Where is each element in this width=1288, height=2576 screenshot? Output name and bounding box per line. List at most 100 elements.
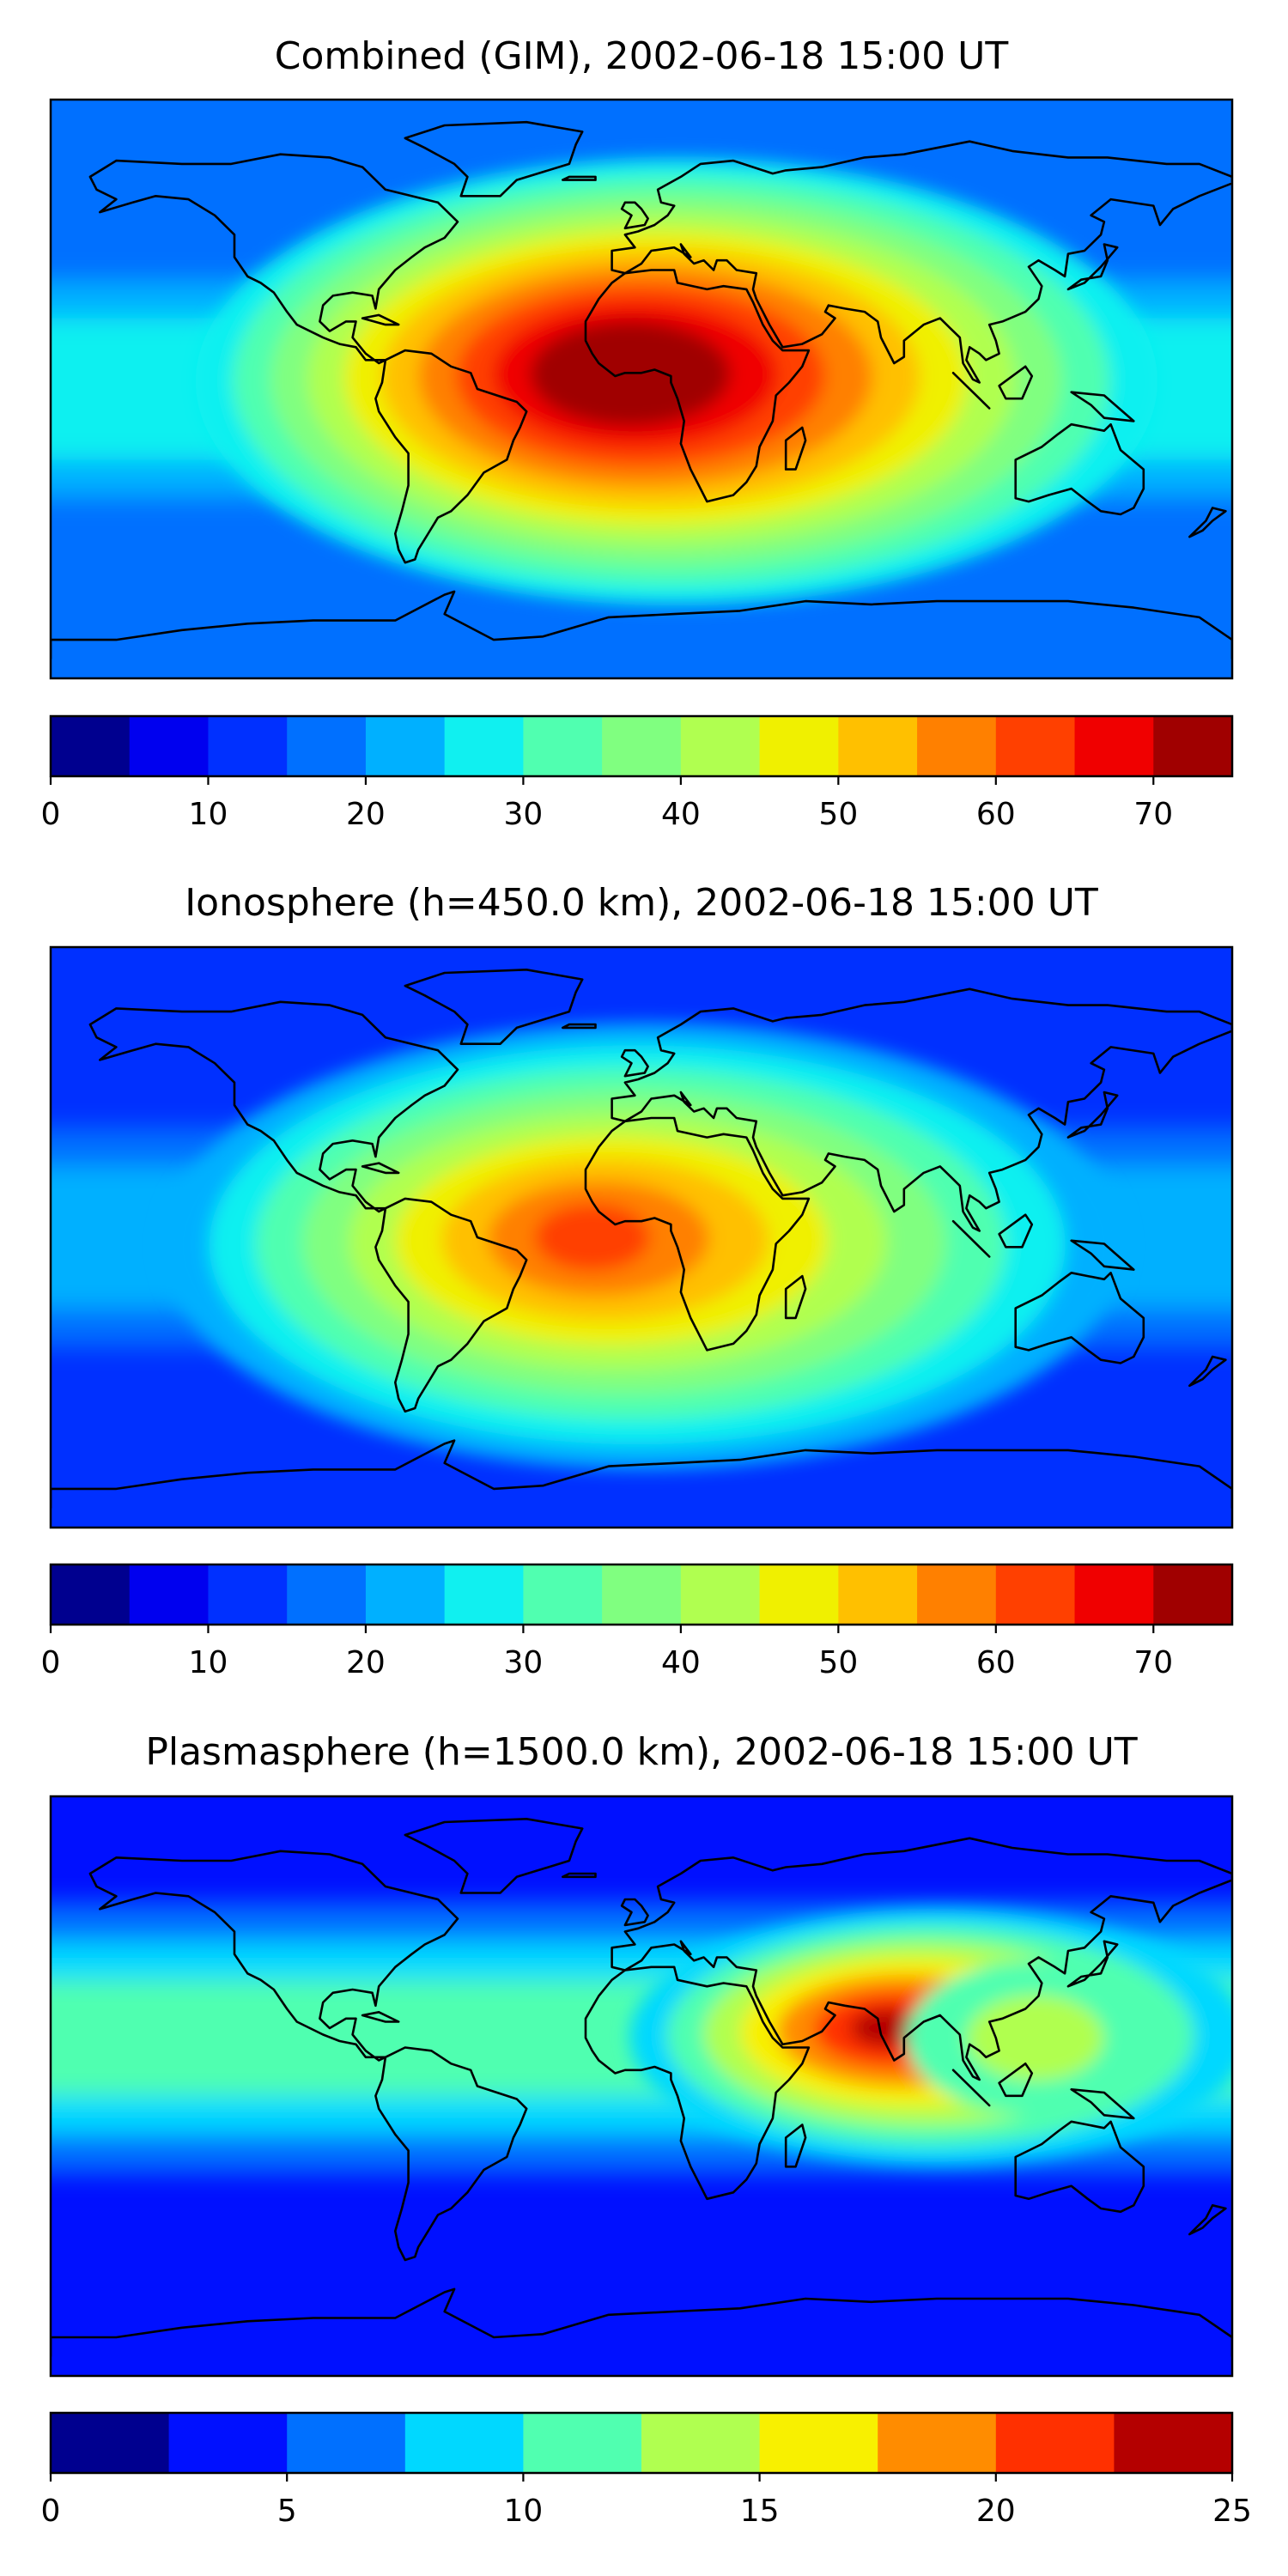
- colorbar-segment: [759, 1564, 839, 1625]
- colorbar-segment: [995, 1564, 1076, 1625]
- colorbar-segment: [680, 716, 761, 776]
- map-frame: [49, 1795, 1234, 2378]
- colorbar-segment: [759, 716, 839, 776]
- colorbar-tick-label: 60: [976, 797, 1016, 832]
- coastline-eurasia: [611, 987, 1232, 1232]
- coastline-nz: [1188, 2204, 1227, 2236]
- coastline-uk: [620, 1898, 649, 1927]
- coastline-namerica: [88, 153, 459, 365]
- colorbar: 0 10 20 30 40 50 60 70: [41, 1563, 1234, 1680]
- colorbar-tick-label: 0: [41, 797, 61, 832]
- contour-level: [534, 1204, 650, 1271]
- coastline-borneo: [998, 365, 1034, 400]
- coastline-antarctica: [51, 590, 1232, 659]
- coastline-madagascar: [784, 1274, 807, 1320]
- colorbar-frame: [49, 2411, 1234, 2475]
- coastlines: [51, 969, 1232, 1509]
- colorbar-segment: [602, 1564, 682, 1625]
- colorbar-segment: [641, 2413, 761, 2473]
- anomaly-contours: [629, 1908, 1232, 2166]
- colorbar-segment: [523, 716, 603, 776]
- coastline-nz: [1188, 507, 1227, 538]
- colorbar-tick-label: 0: [41, 2494, 61, 2529]
- colorbar-segment: [404, 2413, 524, 2473]
- colorbar-segment: [680, 1564, 761, 1625]
- colorbar-tick-label: 0: [41, 1645, 61, 1680]
- contour-level: [966, 1995, 1104, 2081]
- coastline-africa: [584, 1965, 811, 2201]
- map-frame: [49, 98, 1234, 680]
- anomaly-contours: [195, 158, 1157, 605]
- coastline-iceland: [561, 175, 597, 181]
- coastline-cuba: [361, 313, 400, 326]
- colorbar-segment: [759, 2413, 878, 2473]
- coastline-madagascar: [784, 2123, 807, 2168]
- coastline-sumatra: [951, 1219, 991, 1258]
- colorbar-tick-label: 60: [976, 1645, 1016, 1680]
- coastline-greenland: [404, 969, 584, 1045]
- colorbar-segment: [444, 1564, 524, 1625]
- coastline-madagascar: [784, 426, 807, 471]
- colorbar-segment: [287, 1564, 367, 1625]
- coastline-sumatra: [951, 2069, 991, 2107]
- coastline-sumatra: [951, 371, 991, 410]
- colorbar-tick-label: 50: [818, 1645, 858, 1680]
- colorbar-segment: [287, 2413, 406, 2473]
- colorbar-segment: [365, 1564, 446, 1625]
- colorbar-tick-label: 5: [277, 2494, 297, 2529]
- colorbar-segment: [287, 716, 367, 776]
- colorbar-segment: [1074, 716, 1154, 776]
- coastline-antarctica: [51, 2287, 1232, 2357]
- colorbar-segment: [208, 716, 288, 776]
- colorbar-segment: [129, 1564, 209, 1625]
- coastlines: [51, 120, 1232, 659]
- colorbar-frame: [49, 1563, 1234, 1626]
- coastline-uk: [620, 201, 649, 230]
- panel-title: Ionosphere (h=450.0 km), 2002-06-18 15:0…: [185, 881, 1098, 925]
- coastline-nz: [1188, 1355, 1227, 1388]
- colorbar-tick-label: 10: [189, 797, 228, 832]
- colorbar-tick-label: 40: [661, 797, 701, 832]
- colorbar-tick-label: 25: [1212, 2494, 1252, 2529]
- colorbar-segment: [602, 716, 682, 776]
- colorbar-tick-label: 30: [503, 797, 543, 832]
- colorbar-segment: [523, 1564, 603, 1625]
- coastline-borneo: [998, 2063, 1034, 2098]
- colorbar-segment: [917, 1564, 997, 1625]
- colorbar-segment: [917, 716, 997, 776]
- colorbar-segment: [1074, 1564, 1154, 1625]
- coastline-newguinea: [1070, 2088, 1135, 2120]
- colorbar-tick-label: 20: [346, 797, 386, 832]
- colorbar-segment: [444, 716, 524, 776]
- panel-title: Plasmasphere (h=1500.0 km), 2002-06-18 1…: [145, 1730, 1137, 1774]
- map-field: [51, 1796, 1232, 2376]
- coastline-namerica: [88, 1000, 459, 1213]
- colorbar-segment: [1153, 1564, 1233, 1625]
- colorbar-segment: [51, 716, 131, 776]
- coastline-namerica: [88, 1850, 459, 2062]
- anomaly-contours: [162, 1023, 1125, 1469]
- colorbar-segment: [878, 2413, 997, 2473]
- colorbar: 0 10 20 30 40 50 60 70: [41, 714, 1234, 832]
- coastline-borneo: [998, 1213, 1034, 1249]
- colorbar-tick-label: 10: [503, 2494, 543, 2529]
- colorbar-tick-label: 20: [346, 1645, 386, 1680]
- colorbar-segment: [51, 1564, 131, 1625]
- coastline-cuba: [361, 1162, 400, 1175]
- map-frame: [49, 945, 1234, 1529]
- colorbar-segment: [1114, 2413, 1233, 2473]
- colorbar-segment: [51, 2413, 170, 2473]
- coastline-australia: [1014, 1272, 1145, 1364]
- coastline-samerica: [374, 2046, 528, 2262]
- colorbar-segment: [838, 1564, 918, 1625]
- colorbar-segment: [129, 716, 209, 776]
- map-field: [51, 100, 1232, 678]
- coastline-africa: [584, 269, 811, 503]
- map-field: [51, 947, 1232, 1528]
- coastline-iceland: [561, 1023, 597, 1030]
- colorbar-segment: [523, 2413, 642, 2473]
- colorbar-tick-label: 50: [818, 797, 858, 832]
- colorbar-segment: [208, 1564, 288, 1625]
- coastline-iceland: [561, 1872, 597, 1879]
- coastline-japan: [1066, 243, 1119, 291]
